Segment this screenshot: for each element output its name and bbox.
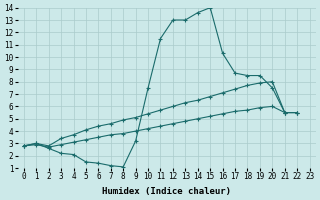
X-axis label: Humidex (Indice chaleur): Humidex (Indice chaleur) [102, 187, 231, 196]
